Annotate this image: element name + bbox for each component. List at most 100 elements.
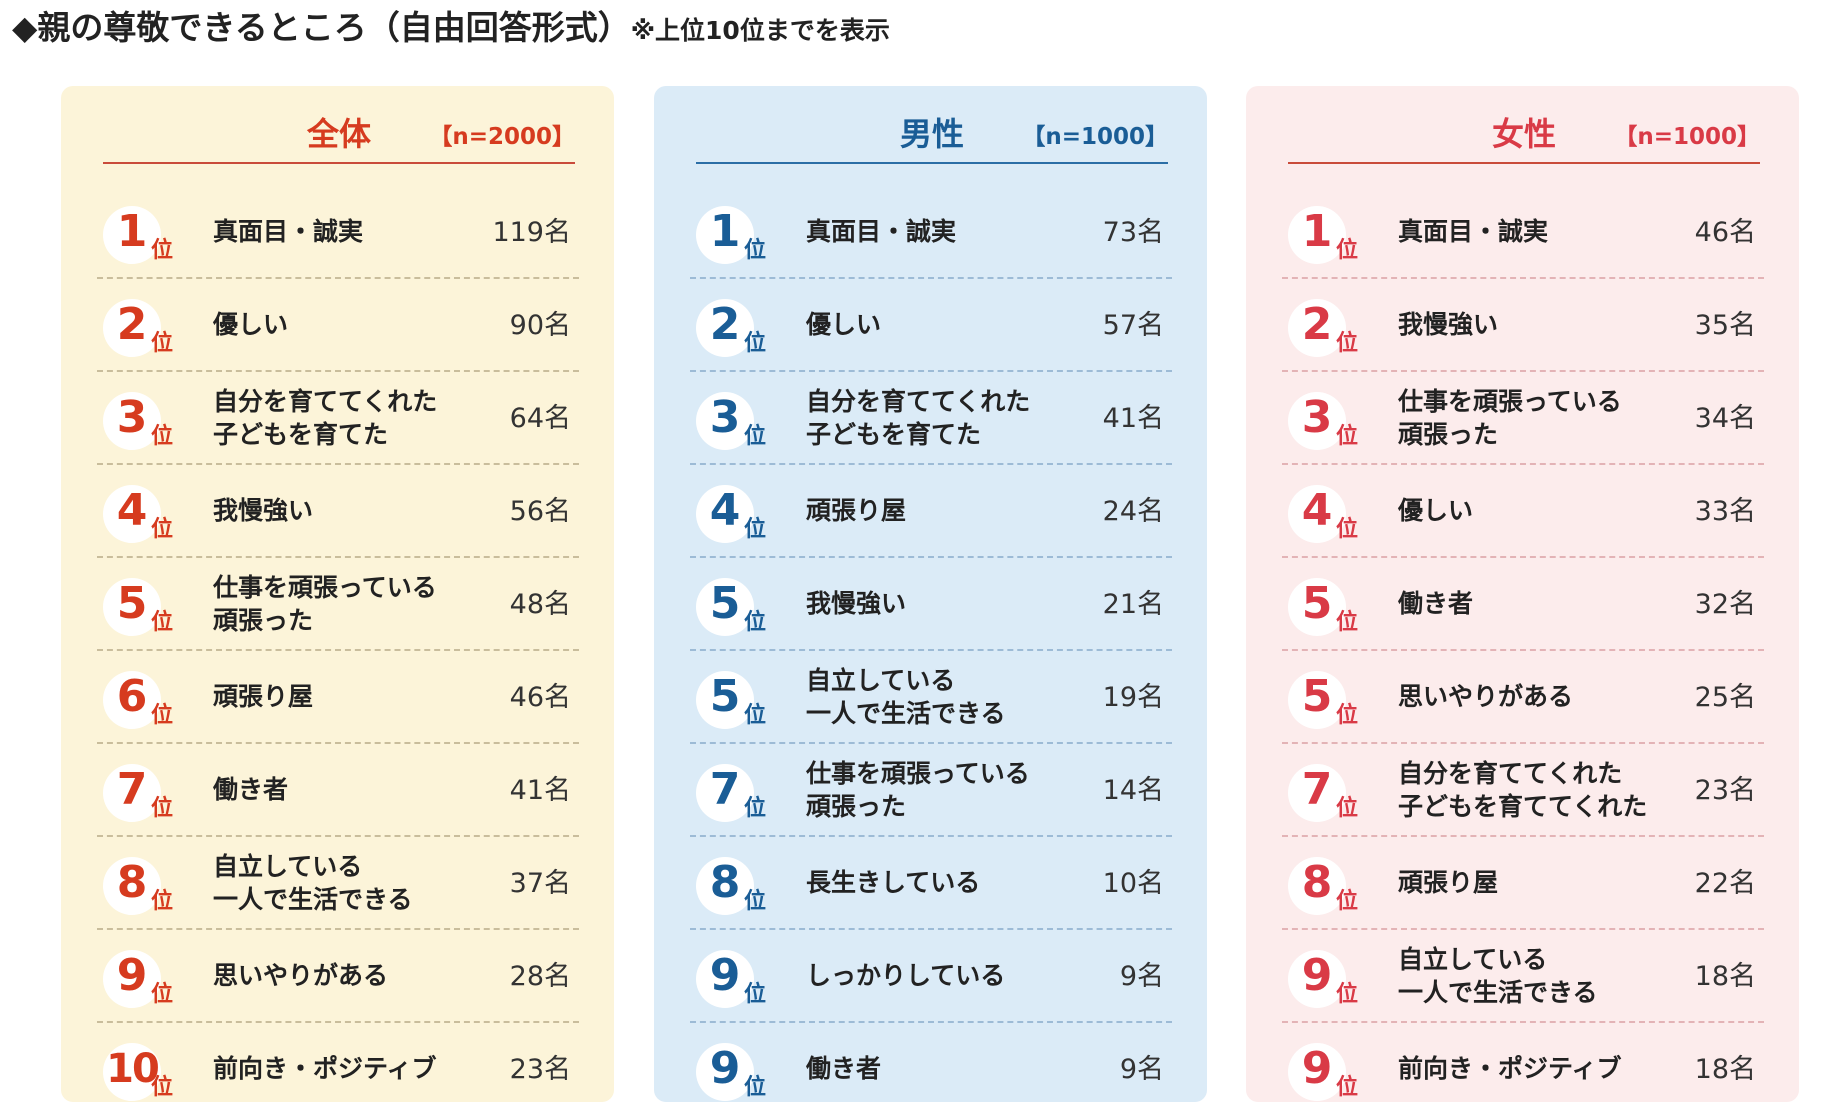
ranking-list: 1 位真面目・誠実 46名 2 位我慢強い 35名 3 位仕事を頑張っている 頑張った 34名 4… <box>1282 186 1764 1114</box>
count-value: 9 <box>1119 961 1137 992</box>
count-value: 22 <box>1694 868 1729 899</box>
item-count: 34名 <box>1695 394 1756 444</box>
rank-suffix: 位 <box>744 982 767 1007</box>
ranking-list: 1 位真面目・誠実 119名 2 位優しい 90名 3 位自分を育ててくれた 子どもを育てた 6… <box>97 186 579 1114</box>
count-value: 48 <box>509 589 544 620</box>
count-unit: 名 <box>1729 682 1756 713</box>
item-count: 25名 <box>1695 673 1756 723</box>
rank-suffix: 位 <box>1336 703 1359 728</box>
title-note: ※上位10位までを表示 <box>630 16 890 45</box>
count-unit: 名 <box>544 1054 571 1085</box>
rank-badge <box>103 578 161 636</box>
ranking-row: 7 位 自分を育ててくれた 子どもを育ててくれた 23名 <box>1282 744 1764 837</box>
rank-badge <box>103 764 161 822</box>
ranking-row: 3 位 自分を育ててくれた 子どもを育てた 64名 <box>97 372 579 465</box>
rank-badge <box>696 1043 754 1101</box>
item-label: 思いやりがある <box>1398 682 1574 711</box>
count-value: 56 <box>509 496 544 527</box>
item-label: 働き者 <box>213 775 289 804</box>
item-count: 57名 <box>1103 301 1164 351</box>
item-label: 自分を育ててくれた 子どもを育てた <box>213 386 438 449</box>
item-count: 9名 <box>1120 952 1164 1002</box>
item-count: 18名 <box>1695 952 1756 1002</box>
ranking-row: 3 位 自分を育ててくれた 子どもを育てた 41名 <box>690 372 1172 465</box>
rank-badge <box>696 392 754 450</box>
item-label: 自立している 一人で生活できる <box>806 665 1006 728</box>
item-count: 56名 <box>510 487 571 537</box>
rank-number: 8 <box>709 857 741 908</box>
rank-suffix: 位 <box>744 610 767 635</box>
rank-suffix: 位 <box>151 1075 174 1100</box>
count-unit: 名 <box>1137 775 1164 806</box>
rank-suffix: 位 <box>151 982 174 1007</box>
count-unit: 名 <box>1137 217 1164 248</box>
rank-badge <box>696 950 754 1008</box>
rank-badge <box>1288 392 1346 450</box>
count-unit: 名 <box>1137 589 1164 620</box>
ranking-row: 2 位 我慢強い 35名 <box>1282 279 1764 372</box>
rank-number: 3 <box>1301 392 1333 443</box>
rank-number: 2 <box>116 299 148 350</box>
rank-suffix: 位 <box>744 796 767 821</box>
count-value: 32 <box>1694 589 1729 620</box>
count-unit: 名 <box>1137 682 1164 713</box>
count-unit: 名 <box>544 403 571 434</box>
panel-header: 女性 【n=1000】 <box>1288 106 1760 164</box>
rank-number: 1 <box>1301 206 1333 257</box>
ranking-row: 4 位 頑張り屋 24名 <box>690 465 1172 558</box>
rank-suffix: 位 <box>744 238 767 263</box>
ranking-row: 2 位 優しい 90名 <box>97 279 579 372</box>
rank-badge <box>696 206 754 264</box>
item-count: 46名 <box>1695 208 1756 258</box>
count-unit: 名 <box>1729 496 1756 527</box>
item-label: 自分を育ててくれた 子どもを育てた <box>806 386 1031 449</box>
item-count: 22名 <box>1695 859 1756 909</box>
rank-number: 3 <box>116 392 148 443</box>
rank-number: 6 <box>116 671 148 722</box>
item-label: 長生きしている <box>806 868 981 897</box>
sample-size: 【n=1000】 <box>1022 124 1168 150</box>
rank-badge <box>103 950 161 1008</box>
ranking-row: 9 位 自立している 一人で生活できる 18名 <box>1282 930 1764 1023</box>
panel-header: 男性 【n=1000】 <box>696 106 1168 164</box>
ranking-row: 9 位しっかりしている 9名 <box>690 930 1172 1023</box>
count-unit: 名 <box>1137 1054 1164 1085</box>
rank-number: 4 <box>116 485 148 536</box>
rank-badge <box>1288 299 1346 357</box>
rank-number: 2 <box>1301 299 1333 350</box>
count-value: 23 <box>509 1054 544 1085</box>
item-label: 仕事を頑張っている 頑張った <box>1398 386 1622 449</box>
item-count: 33名 <box>1695 487 1756 537</box>
rank-badge <box>1288 1043 1346 1101</box>
item-label: 真面目・誠実 <box>213 217 364 246</box>
item-label: 仕事を頑張っている 頑張った <box>806 758 1030 821</box>
rank-number: 2 <box>709 299 741 350</box>
rank-number: 8 <box>1301 857 1333 908</box>
item-count: 32名 <box>1695 580 1756 630</box>
count-unit: 名 <box>1729 961 1756 992</box>
count-unit: 名 <box>544 961 571 992</box>
rank-badge <box>103 485 161 543</box>
count-value: 90 <box>509 310 544 341</box>
sample-size: 【n=2000】 <box>429 124 575 150</box>
panel-title: 全体 <box>306 115 371 153</box>
item-label: 働き者 <box>1398 589 1474 618</box>
ranking-row: 7 位 働き者 41名 <box>97 744 579 837</box>
rank-suffix: 位 <box>1336 424 1359 449</box>
count-value: 41 <box>1102 403 1137 434</box>
rank-suffix: 位 <box>1336 610 1359 635</box>
rank-number: 9 <box>1301 1043 1333 1094</box>
panel-header: 全体 【n=2000】 <box>103 106 575 164</box>
count-unit: 名 <box>544 310 571 341</box>
rank-suffix: 位 <box>744 1075 767 1100</box>
rank-badge <box>103 857 161 915</box>
count-value: 46 <box>1694 217 1729 248</box>
ranking-row: 7 位 仕事を頑張っている 頑張った 14名 <box>690 744 1172 837</box>
rank-number: 5 <box>116 578 148 629</box>
ranking-row: 8 位 長生きしている 10名 <box>690 837 1172 930</box>
rank-number: 9 <box>116 950 148 1001</box>
rank-suffix: 位 <box>744 517 767 542</box>
rank-suffix: 位 <box>1336 517 1359 542</box>
rank-badge <box>103 206 161 264</box>
ranking-row: 5 位 働き者 32名 <box>1282 558 1764 651</box>
